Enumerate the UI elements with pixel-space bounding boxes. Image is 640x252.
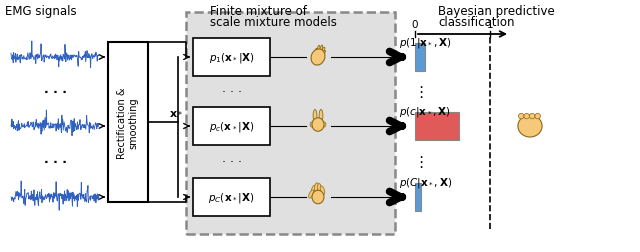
Ellipse shape bbox=[312, 191, 324, 204]
Ellipse shape bbox=[319, 51, 326, 56]
Bar bbox=[193, 39, 270, 77]
Text: $p_c(\mathbf{x}_*|\mathbf{X})$: $p_c(\mathbf{x}_*|\mathbf{X})$ bbox=[209, 119, 254, 134]
Text: $p_1(\mathbf{x}_*|\mathbf{X})$: $p_1(\mathbf{x}_*|\mathbf{X})$ bbox=[209, 51, 254, 65]
Text: ⋮: ⋮ bbox=[413, 85, 429, 100]
Ellipse shape bbox=[308, 190, 314, 198]
Text: $p(c|\mathbf{x}_*, \mathbf{X})$: $p(c|\mathbf{x}_*, \mathbf{X})$ bbox=[399, 105, 451, 118]
Ellipse shape bbox=[316, 49, 319, 56]
Bar bbox=[415, 183, 421, 211]
Text: Rectification &
smoothing: Rectification & smoothing bbox=[117, 87, 139, 158]
Ellipse shape bbox=[315, 183, 319, 192]
Text: $p_C(\mathbf{x}_*|\mathbf{X})$: $p_C(\mathbf{x}_*|\mathbf{X})$ bbox=[209, 190, 255, 204]
Ellipse shape bbox=[518, 114, 524, 119]
Ellipse shape bbox=[524, 114, 529, 119]
Ellipse shape bbox=[311, 185, 316, 194]
Text: EMG signals: EMG signals bbox=[5, 5, 77, 18]
Ellipse shape bbox=[322, 122, 326, 128]
Ellipse shape bbox=[529, 114, 535, 119]
Bar bbox=[415, 44, 425, 72]
Bar bbox=[415, 113, 458, 140]
Ellipse shape bbox=[319, 46, 323, 55]
Ellipse shape bbox=[311, 50, 325, 66]
Text: · · ·: · · · bbox=[221, 156, 241, 169]
Ellipse shape bbox=[317, 184, 321, 193]
Ellipse shape bbox=[317, 46, 320, 55]
Text: 1: 1 bbox=[486, 20, 493, 30]
Ellipse shape bbox=[313, 110, 317, 122]
Bar bbox=[193, 108, 270, 145]
Text: · · ·: · · · bbox=[221, 86, 241, 99]
Ellipse shape bbox=[319, 48, 325, 56]
Text: scale mixture models: scale mixture models bbox=[210, 16, 337, 29]
Ellipse shape bbox=[316, 122, 320, 128]
Bar bbox=[108, 43, 148, 202]
Text: $p(C|\mathbf{x}_*, \mathbf{X})$: $p(C|\mathbf{x}_*, \mathbf{X})$ bbox=[399, 175, 452, 189]
Text: classification: classification bbox=[438, 16, 515, 29]
Ellipse shape bbox=[310, 122, 314, 128]
Text: · · ·: · · · bbox=[44, 86, 67, 99]
Ellipse shape bbox=[535, 114, 540, 119]
Ellipse shape bbox=[312, 118, 324, 132]
Bar bbox=[193, 178, 270, 216]
Text: 0: 0 bbox=[412, 20, 419, 30]
Text: Bayesian predictive: Bayesian predictive bbox=[438, 5, 555, 18]
Text: ⋮: ⋮ bbox=[413, 155, 429, 170]
Ellipse shape bbox=[518, 115, 542, 137]
Text: $p(1|\mathbf{x}_*, \mathbf{X})$: $p(1|\mathbf{x}_*, \mathbf{X})$ bbox=[399, 36, 452, 50]
Ellipse shape bbox=[319, 110, 323, 122]
Text: · · ·: · · · bbox=[44, 156, 67, 169]
FancyBboxPatch shape bbox=[186, 13, 395, 234]
Text: Finite mixture of: Finite mixture of bbox=[210, 5, 307, 18]
Text: $\mathbf{x}_*$: $\mathbf{x}_*$ bbox=[169, 107, 183, 117]
Ellipse shape bbox=[320, 186, 324, 195]
